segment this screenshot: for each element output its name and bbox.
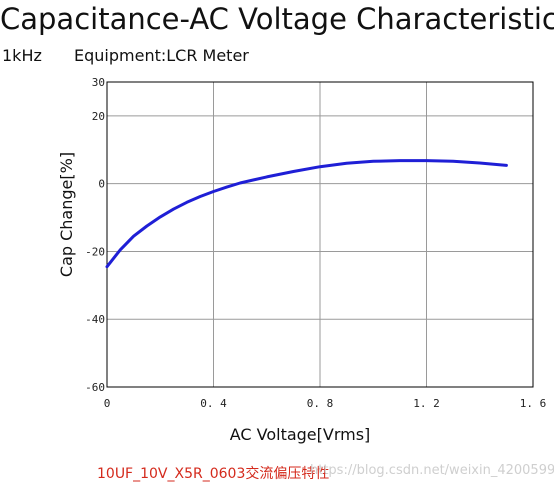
y-tick-label: -20 <box>85 245 105 258</box>
part-caption: 10UF_10V_X5R_0603交流偏压特性 <box>97 466 330 482</box>
watermark-text: https://blog.csdn.net/weixin_42005993 <box>310 463 554 478</box>
x-tick-label: 1. 2 <box>413 397 440 410</box>
series-line-cap-change <box>105 159 508 269</box>
x-tick-label: 0. 8 <box>307 397 334 410</box>
x-axis-label: AC Voltage[Vrms] <box>230 425 371 444</box>
x-tick-label: 0 <box>104 397 111 410</box>
plot-frame <box>106 81 534 388</box>
tick-labels: 0 0. 4 0. 8 1. 2 1. 6 30 20 0 -20 -40 -60 <box>85 76 546 410</box>
grid-lines <box>107 82 533 387</box>
y-tick-label: 30 <box>92 76 105 89</box>
x-tick-label: 1. 6 <box>520 397 547 410</box>
y-tick-label: -60 <box>85 381 105 394</box>
y-tick-label: 20 <box>92 110 105 123</box>
test-frequency-label: 1kHz <box>2 46 42 65</box>
x-tick-label: 0. 4 <box>200 397 227 410</box>
equipment-label: Equipment:LCR Meter <box>74 46 249 65</box>
y-tick-label: -40 <box>85 313 105 326</box>
y-axis-label: Cap Change[%] <box>57 152 76 277</box>
chart-title: Capacitance-AC Voltage Characteristic <box>0 2 554 36</box>
y-tick-label: 0 <box>98 178 105 191</box>
